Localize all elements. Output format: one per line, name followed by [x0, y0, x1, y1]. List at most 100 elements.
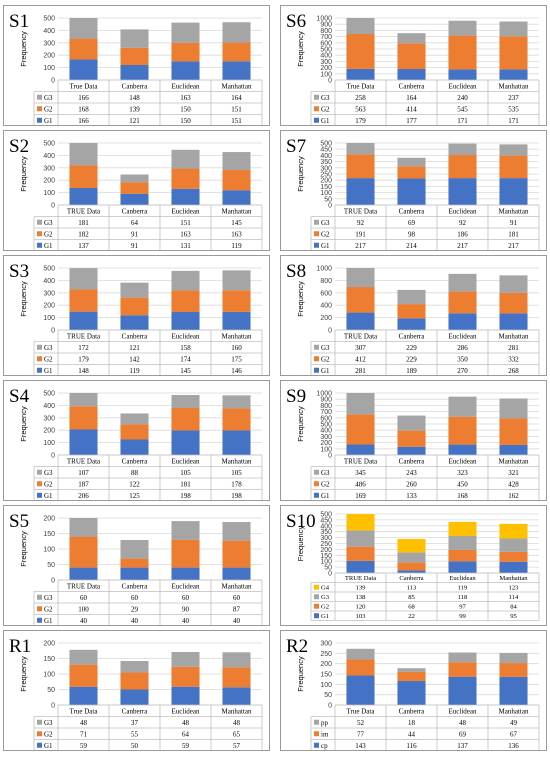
legend-swatch-g1 [314, 492, 319, 498]
bar-segment-g1 [222, 430, 251, 455]
table-cell-value: 243 [406, 469, 417, 477]
y-tick-label: 200 [43, 303, 55, 310]
table-cell-value: 281 [355, 367, 366, 375]
chart-title: R2 [286, 636, 309, 657]
bar-segment-g3 [222, 395, 251, 409]
bar-segment-g2 [171, 666, 200, 687]
y-tick-label: 200 [320, 661, 332, 668]
table-cell-value: 37 [131, 719, 139, 727]
bar-segment-g2 [69, 165, 98, 189]
table-cell-value: 121 [129, 117, 140, 125]
bar-segment-g2 [171, 408, 200, 431]
category-label: Canberra [399, 457, 426, 465]
table-cell-value: 150 [180, 105, 191, 113]
table-cell-value: 307 [355, 344, 366, 352]
table-cell-value: 166 [78, 117, 89, 125]
bar-segment-g1 [171, 430, 200, 455]
table-cell-value: 68 [408, 603, 415, 610]
y-tick-label: 150 [320, 672, 332, 679]
table-cell-value: 59 [80, 742, 88, 750]
bar-segment-g1 [448, 69, 477, 80]
legend-label-g2: G2 [321, 230, 330, 238]
y-tick-label: 600 [320, 415, 332, 422]
table-cell-value: 321 [508, 469, 519, 477]
table-cell-value: 240 [457, 94, 468, 102]
category-label: Canberra [122, 457, 149, 465]
bar-segment-g1 [120, 193, 149, 205]
table-cell-value: 332 [508, 355, 519, 363]
bar-segment-g3 [222, 152, 251, 171]
bar-segment-g2 [397, 304, 426, 319]
bar-segment-g2 [448, 35, 477, 70]
table-cell-value: 44 [408, 730, 416, 738]
chart-title: S6 [286, 11, 307, 32]
legend-swatch-g3 [314, 594, 319, 600]
legend-swatch-g2 [37, 731, 42, 737]
y-tick-label: 150 [43, 531, 55, 538]
y-tick-label: 0 [328, 203, 332, 210]
bar-segment-g3 [120, 174, 149, 183]
bar-segment-g1 [346, 178, 375, 205]
category-label: Canberra [399, 707, 426, 715]
bar-segment-g1 [397, 69, 426, 80]
table-cell-value: 137 [457, 742, 468, 750]
bar-segment-g3 [171, 149, 200, 169]
bar-segment-g3 [171, 521, 200, 540]
bar-segment-g1 [397, 446, 426, 455]
y-tick-label: 1000 [316, 266, 332, 273]
bar-segment-g2 [69, 536, 98, 568]
legend-label-g2: G2 [44, 105, 53, 113]
category-label: Manhattan [222, 457, 252, 465]
chart-title: S8 [286, 261, 307, 282]
table-cell-value: 143 [355, 742, 366, 750]
legend-label-g2: G2 [321, 355, 330, 363]
legend-label-g3: G3 [44, 594, 53, 602]
category-label: Canberra [122, 82, 149, 90]
table-cell-value: 48 [459, 719, 467, 727]
category-label: Manhattan [222, 207, 252, 215]
y-tick-label: 0 [328, 703, 332, 710]
table-cell-value: 77 [357, 730, 365, 738]
table-cell-value: 535 [508, 105, 519, 113]
y-tick-label: 400 [320, 303, 332, 310]
bar-segment-g3 [69, 18, 98, 39]
bar-segment-g2 [171, 290, 200, 313]
bar-segment-g3 [120, 282, 149, 298]
bar-segment-g3 [346, 143, 375, 155]
table-cell-value: 182 [78, 230, 89, 238]
bar-segment-g2 [69, 664, 98, 687]
bar-segment-g3 [499, 398, 528, 419]
category-label: TRUE Data [344, 457, 378, 465]
y-tick-label: 600 [320, 40, 332, 47]
chart-panel-s3: S3 0 100 200 300 400 500 Frequency TRUE Data Canb… [3, 255, 270, 376]
bar-segment-g3 [69, 393, 98, 407]
bar-segment-g1 [448, 561, 477, 573]
table-cell-value: 119 [458, 584, 468, 591]
legend-label-g3: G3 [321, 344, 330, 352]
legend-label-g2: G2 [321, 480, 330, 488]
table-cell-value: 214 [406, 242, 417, 250]
bar-segment-g3 [120, 413, 149, 425]
table-cell-value: 64 [182, 730, 190, 738]
category-label: TRUE Data [345, 575, 376, 582]
legend-swatch-g1 [314, 613, 319, 619]
bar-segment-g3 [222, 652, 251, 668]
y-tick-label: 800 [320, 278, 332, 285]
table-cell-value: 29 [131, 605, 139, 613]
category-label: Euclidean [449, 332, 477, 340]
y-tick-label: 400 [320, 428, 332, 435]
y-tick-label: 100 [320, 71, 332, 78]
table-cell-value: 258 [355, 94, 366, 102]
y-tick-label: 50 [47, 687, 55, 694]
legend-label-g3: G3 [44, 469, 53, 477]
chart-svg: 0 100 200 300 400 500 Frequency TRUE Data Canber… [19, 391, 263, 500]
bar-segment-g2 [69, 289, 98, 312]
bar-segment-g1 [69, 311, 98, 330]
legend-label-g3: G3 [321, 469, 330, 477]
bar-segment-g2 [397, 430, 426, 447]
legend-label-g3: G3 [321, 594, 330, 601]
chart-svg: 0 100 200 300 400 500 Frequency TRUE Data Canber… [19, 266, 263, 375]
bar-segment-g3 [397, 33, 426, 44]
bar-segment-g2 [499, 36, 528, 70]
